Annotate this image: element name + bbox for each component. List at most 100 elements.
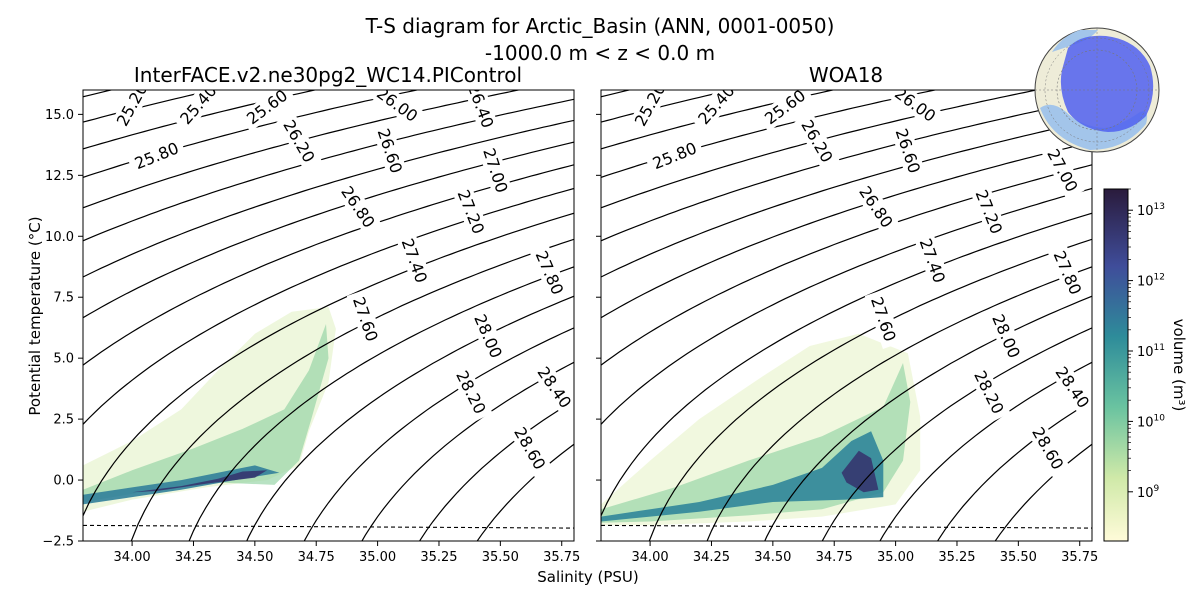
panel-model-y-axis: −2.5 0.0 2.5 5.0 7.5 10.0 12.5 15.0 (42, 108, 83, 550)
panel-model-contour-label: 28.00 (470, 311, 506, 361)
panel-woa18-main-band (601, 431, 884, 522)
panel-model-title: InterFACE.v2.ne30pg2_WC14.PIControl (134, 63, 522, 87)
panel-model-contour-label-bg (276, 111, 322, 171)
panel-model-contour-label: 27.00 (479, 146, 511, 195)
panel-woa18-contour-label-bg (1025, 419, 1071, 478)
panel-model-contour-27.40 (130, 238, 574, 541)
panel-model-y-tick-label: −2.5 (42, 535, 74, 550)
panel-woa18-contour-label-bg (967, 362, 1011, 422)
panel-woa18-contour-label-bg (913, 230, 952, 291)
panel-model-contour-27.00 (83, 187, 574, 425)
panel-model: InterFACE.v2.ne30pg2_WC14.PIControl 25.2… (42, 63, 580, 565)
panel-model-x-tick-label: 34.50 (236, 550, 273, 565)
panel-model-contour-label-bg (461, 90, 500, 136)
panel-woa18-x-tick-label: 34.75 (816, 550, 853, 565)
panel-woa18-contour-25.40 (601, 90, 734, 123)
panel-woa18-contour-27.40 (648, 238, 1092, 541)
panel-model-inner-cloud (83, 324, 329, 502)
colorbar-tick-label: 1013 (1137, 202, 1165, 219)
panel-woa18-contour-label: 27.20 (972, 187, 1007, 237)
panel-model-contour-28.20 (361, 361, 574, 541)
panel-model-x-tick-label: 35.00 (359, 550, 396, 565)
panel-model-contour-label: 27.80 (532, 248, 568, 298)
colorbar-gradient (1103, 188, 1129, 542)
panel-model-core (132, 470, 268, 493)
panel-model-x-tick-label: 34.25 (175, 550, 212, 565)
panel-model-contour-label-bg (451, 182, 491, 242)
panel-woa18-contour-26.60 (601, 141, 1092, 319)
panel-woa18-x-tick-label: 34.50 (754, 550, 791, 565)
panel-model-contour-26.40 (83, 119, 574, 278)
panel-woa18-contour-label-bg (644, 136, 705, 176)
panel-woa18-contour-28.60 (994, 443, 1092, 541)
panel-model-x-axis: 34.00 34.25 34.50 34.75 35.00 35.25 35.50 35.75 (113, 541, 580, 565)
panel-model-contour-28.40 (418, 400, 574, 541)
panel-model-contour-label: 27.60 (349, 294, 382, 343)
panel-woa18-contour-label: 27.40 (916, 236, 949, 286)
panel-model-contour-label: 27.20 (454, 187, 489, 237)
panel-woa18-contour-25.60 (601, 90, 836, 150)
panel-woa18-x-tick-label: 35.50 (1000, 550, 1037, 565)
x-axis-label: Salinity (PSU) (537, 568, 639, 586)
panel-woa18-contour-27.00 (601, 187, 1092, 425)
panel-model-contour-label-bg (449, 362, 493, 422)
panel-woa18-contour-label: 26.20 (797, 117, 836, 166)
panel-woa18-contour-label: 28.20 (970, 368, 1008, 417)
panel-model-contour-label-bg (346, 289, 384, 349)
panel-woa18-y-axis (596, 113, 601, 542)
panel-model-contour-label-bg (371, 121, 409, 181)
panel-woa18-contour-label-bg (1040, 141, 1085, 200)
panel-woa18-contour-27.60 (706, 266, 1092, 541)
panel-woa18-contour-26.20 (601, 98, 1092, 242)
panel-woa18-contour-28.20 (879, 361, 1092, 541)
panel-model-contour-25.40 (83, 90, 216, 123)
figure-title-line1: T-S diagram for Arctic_Basin (ANN, 0001-… (365, 14, 835, 38)
figure-title-line2: -1000.0 m < z < 0.0 m (485, 41, 715, 65)
panel-model-contour-label: 25.80 (132, 138, 182, 173)
panel-model-contour-label: 27.40 (398, 236, 431, 286)
region-map-basin-mask (1060, 35, 1154, 132)
panel-model-frame (82, 89, 575, 542)
panel-woa18-contour-26.00 (601, 90, 1040, 209)
panel-woa18-contour-label: 25.80 (650, 138, 700, 173)
panel-model-scatter-layer (83, 307, 336, 512)
colorbar-tick-label: 1012 (1137, 273, 1165, 290)
panel-model-y-tick-label: 0.0 (53, 474, 74, 489)
panel-model-x-tick-label: 34.75 (298, 550, 335, 565)
panel-woa18-x-tick-label: 35.75 (1061, 550, 1098, 565)
panel-woa18-contour-28.00 (821, 327, 1092, 541)
panel-woa18-contour-26.80 (601, 164, 1092, 366)
panel-model-contour-27.20 (83, 212, 574, 516)
panel-woa18-contour-label-bg (690, 90, 743, 133)
panel-model-y-tick-label: 5.0 (53, 352, 74, 367)
colorbar-tick-label: 109 (1137, 484, 1160, 501)
panel-model-contour-25.60 (83, 90, 318, 150)
panel-model-contour-label-bg (333, 178, 383, 236)
panel-woa18-x-tick-label: 34.25 (693, 550, 730, 565)
panel-model-contour-27.60 (188, 266, 574, 541)
panel-model-contour-label-bg (530, 358, 574, 417)
colorbar-tick-label: 1010 (1137, 413, 1165, 430)
panel-woa18-x-tick-label: 35.00 (877, 550, 914, 565)
panel-woa18-contour-label-bg (864, 289, 902, 349)
panel-model-x-tick-label: 35.25 (420, 550, 457, 565)
panel-model-contour-label-bg (368, 90, 426, 130)
panel-model-contour-label-bg (529, 243, 570, 303)
panel-woa18-scatter-layer (601, 333, 921, 526)
panel-woa18-contour-label-bg (756, 90, 814, 132)
panel-model-y-tick-label: 12.5 (45, 169, 74, 184)
panel-model-contour-label: 28.60 (510, 424, 549, 473)
panel-woa18-contour-label-bg (1048, 358, 1092, 417)
panel-woa18-contour-26.40 (601, 119, 1092, 278)
panel-woa18-contour-label: 25.20 (631, 80, 670, 129)
panel-woa18-title: WOA18 (809, 63, 883, 87)
panel-woa18-contour-label-bg (889, 121, 927, 181)
panel-woa18-contour-27.20 (601, 212, 1092, 516)
panel-model-contour-26.00 (83, 90, 522, 209)
panel-model-x-tick-label: 35.50 (482, 550, 519, 565)
panel-woa18-contour-label-bg (794, 111, 840, 171)
panel-woa18-contour-label-bg (985, 306, 1027, 366)
panel-model-contour-label-bg (477, 140, 514, 201)
